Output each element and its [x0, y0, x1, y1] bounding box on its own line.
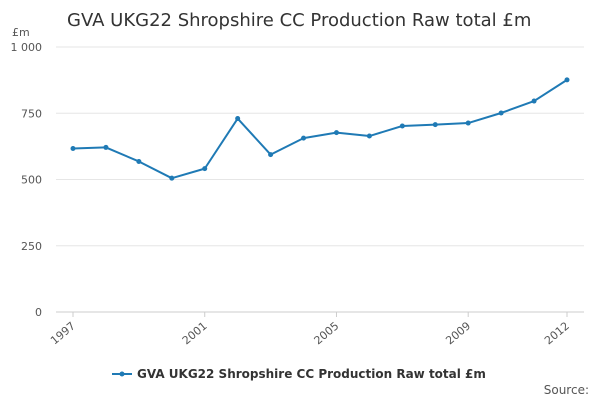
- data-point[interactable]: [333, 130, 339, 136]
- series-line: [72, 79, 568, 180]
- legend-series-marker: [119, 371, 125, 377]
- y-axis-unit: £m: [12, 26, 30, 39]
- data-point[interactable]: [202, 166, 208, 172]
- data-point[interactable]: [235, 116, 241, 122]
- data-point[interactable]: [70, 145, 76, 151]
- legend-series-label: GVA UKG22 Shropshire CC Production Raw t…: [137, 367, 486, 381]
- y-tick-label: 1 000: [11, 41, 43, 54]
- x-tick-label: 2012: [542, 319, 572, 347]
- data-point[interactable]: [531, 98, 537, 104]
- data-point[interactable]: [465, 120, 471, 126]
- data-point[interactable]: [432, 122, 438, 128]
- data-point[interactable]: [366, 133, 372, 139]
- data-point[interactable]: [136, 158, 142, 164]
- data-point[interactable]: [103, 144, 109, 150]
- x-tick-label: 2009: [443, 319, 473, 347]
- x-tick-label: 2001: [180, 319, 210, 347]
- y-tick-label: 0: [35, 306, 42, 319]
- chart-title: GVA UKG22 Shropshire CC Production Raw t…: [67, 10, 531, 31]
- series-layer: [70, 77, 570, 181]
- data-point[interactable]: [498, 110, 504, 116]
- y-tick-label: 750: [21, 107, 42, 120]
- data-point[interactable]: [268, 152, 274, 158]
- source-label: Source:: [544, 383, 589, 397]
- grid: [56, 46, 584, 313]
- x-tick-label: 2005: [312, 319, 342, 347]
- y-tick-label: 250: [21, 240, 42, 253]
- data-point[interactable]: [564, 77, 570, 83]
- y-tick-label: 500: [21, 174, 42, 187]
- legend[interactable]: GVA UKG22 Shropshire CC Production Raw t…: [112, 367, 486, 381]
- data-point[interactable]: [399, 123, 405, 129]
- y-axis-ticks: 0 250 500 750 1 000: [11, 41, 43, 319]
- x-axis-ticks: 1997 2001 2005 2009 2012: [48, 312, 572, 347]
- x-tick-label: 1997: [48, 319, 78, 347]
- data-point[interactable]: [301, 135, 307, 141]
- data-point[interactable]: [169, 175, 175, 181]
